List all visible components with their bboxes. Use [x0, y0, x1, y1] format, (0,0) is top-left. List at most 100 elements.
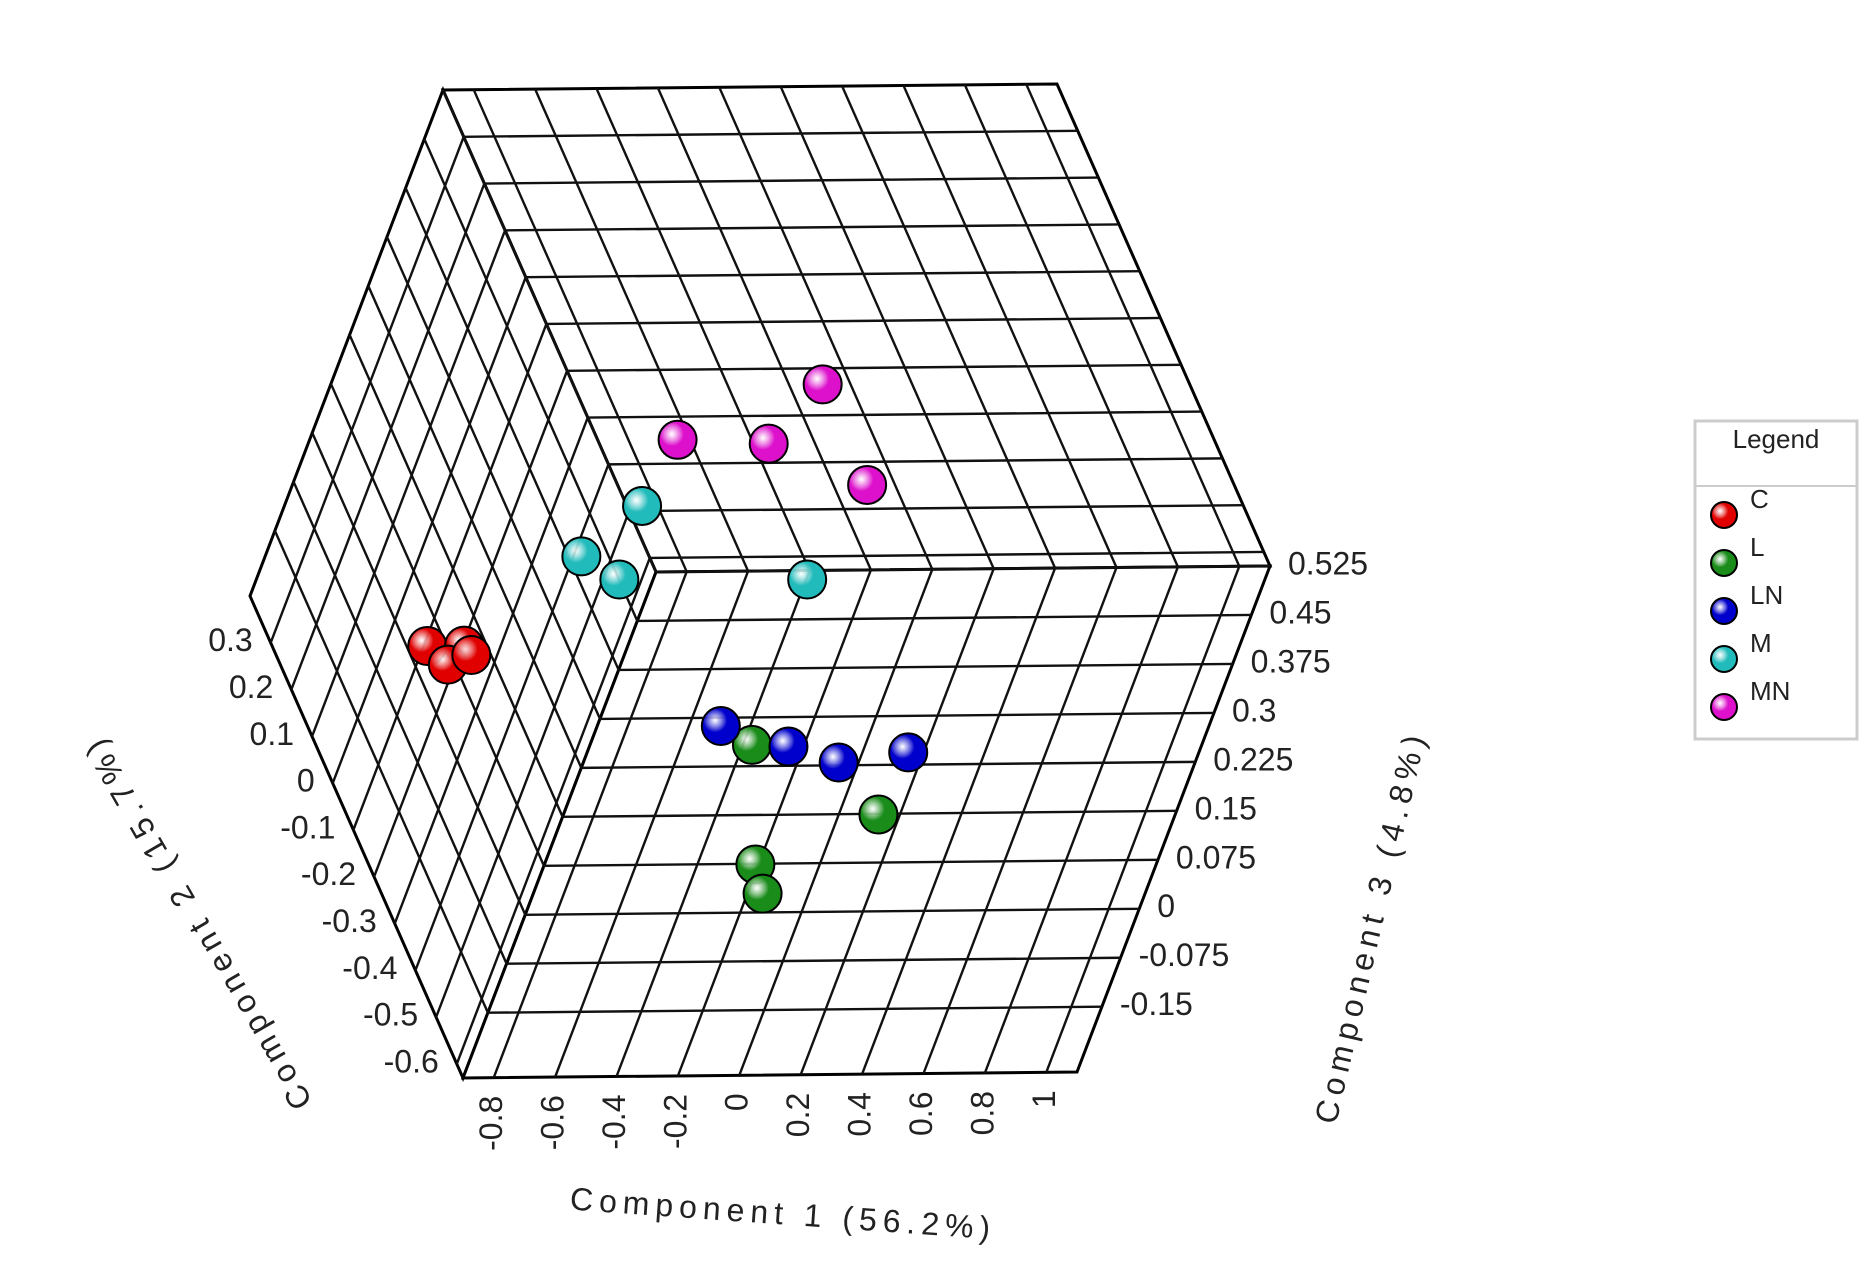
legend-label: C [1750, 484, 1769, 514]
grid-line [676, 569, 873, 1077]
grid-line [581, 760, 1196, 770]
point [748, 423, 789, 464]
point [599, 559, 640, 600]
grid-line [434, 510, 631, 1018]
grid-line [372, 370, 569, 878]
legend-swatch [1710, 597, 1738, 625]
grid-line [348, 334, 564, 818]
z-axis-title: Component 3 (4.8%) [1308, 726, 1434, 1127]
grid-line [983, 566, 1180, 1074]
point [858, 794, 899, 835]
x-tick-label: 1 [1026, 1090, 1062, 1108]
grid-line [599, 711, 1214, 721]
grid-line [615, 570, 811, 1077]
legend-title: Legend [1733, 424, 1820, 454]
grid-line [404, 187, 620, 671]
grid-line [534, 88, 750, 572]
grid-line [860, 567, 1057, 1075]
grid-line [738, 568, 934, 1076]
y-tick-label: -0.2 [301, 856, 356, 892]
grid-line [463, 129, 1078, 138]
point [818, 742, 859, 783]
legend-swatch [1710, 549, 1738, 577]
grid-line [441, 89, 658, 573]
point [802, 364, 843, 405]
point [657, 419, 698, 460]
grid-line [506, 956, 1121, 965]
point [768, 726, 809, 767]
z-tick-label: -0.075 [1139, 937, 1230, 973]
x-tick-label: -0.6 [535, 1095, 571, 1150]
grid-line [799, 568, 995, 1076]
grid-line [290, 183, 486, 691]
z-tick-label: 0 [1157, 888, 1175, 924]
y-tick-label: 0.3 [208, 622, 252, 658]
z-tick-label: -0.15 [1120, 986, 1193, 1022]
grid-line [656, 87, 872, 571]
points [407, 364, 929, 914]
grid-line [455, 557, 651, 1065]
grid-line [484, 176, 1099, 185]
grid-line [902, 85, 1118, 568]
point [847, 464, 888, 505]
grid-line [779, 86, 995, 570]
grid-line [1025, 83, 1241, 567]
cube-faces [248, 82, 1273, 1082]
legend-label: M [1750, 628, 1772, 658]
z-tick-label: 0.225 [1213, 741, 1293, 777]
grid-line [367, 285, 583, 769]
x-tick-label: 0.6 [903, 1092, 939, 1136]
y-tick-label: 0.1 [250, 716, 294, 752]
grid-line [269, 136, 465, 644]
grid-line [567, 363, 1182, 372]
point [561, 536, 602, 577]
y-tick-label: -0.1 [280, 809, 335, 845]
grid-line [587, 410, 1202, 419]
y-axis-title: Component 2 (15.7%) [74, 728, 319, 1116]
grid-line [310, 229, 507, 737]
z-tick-label: 0.075 [1176, 839, 1256, 875]
legend-swatch [1710, 693, 1738, 721]
grid-line [487, 1005, 1102, 1014]
grid-line [553, 570, 750, 1078]
x-tick-label: 0 [719, 1093, 755, 1111]
grid-line [505, 223, 1120, 232]
legend-swatch [1710, 501, 1738, 529]
z-tick-label: 0.3 [1232, 692, 1276, 728]
grid-line [543, 858, 1158, 868]
x-tick-label: -0.2 [657, 1094, 693, 1149]
y-tick-label: -0.6 [384, 1043, 439, 1079]
x-tick-label: 0.2 [780, 1093, 816, 1137]
y-tick-label: -0.5 [363, 997, 418, 1033]
grid-line [608, 457, 1223, 466]
point [742, 873, 783, 914]
grid-line [637, 613, 1252, 623]
y-tick-label: 0.2 [229, 669, 273, 705]
point [787, 559, 828, 600]
point [888, 732, 929, 773]
z-tick-label: 0.525 [1288, 545, 1368, 581]
point [622, 485, 663, 526]
y-tick-label: 0 [297, 763, 315, 799]
x-tick-label: -0.4 [596, 1095, 632, 1150]
grid-line [273, 530, 490, 1014]
grid-line [963, 84, 1179, 568]
grid-line [329, 383, 546, 867]
x-tick-label: 0.4 [842, 1092, 878, 1136]
grid-line [331, 276, 527, 784]
grid-line [546, 316, 1161, 326]
grid-line [311, 432, 527, 916]
legend: Legend CL LN M MN [1693, 419, 1859, 741]
grid-line [385, 236, 602, 720]
legend-box [1693, 419, 1859, 741]
grid-line [629, 503, 1244, 513]
legend-label: L [1750, 532, 1764, 562]
grid-line [618, 662, 1233, 672]
point [451, 635, 492, 676]
grid [269, 83, 1271, 1079]
z-tick-label: 0.375 [1251, 643, 1331, 679]
x-axis-title: Component 1 (56.2%) [569, 1181, 998, 1247]
grid-line [525, 269, 1140, 279]
y-tick-label: -0.4 [342, 950, 397, 986]
